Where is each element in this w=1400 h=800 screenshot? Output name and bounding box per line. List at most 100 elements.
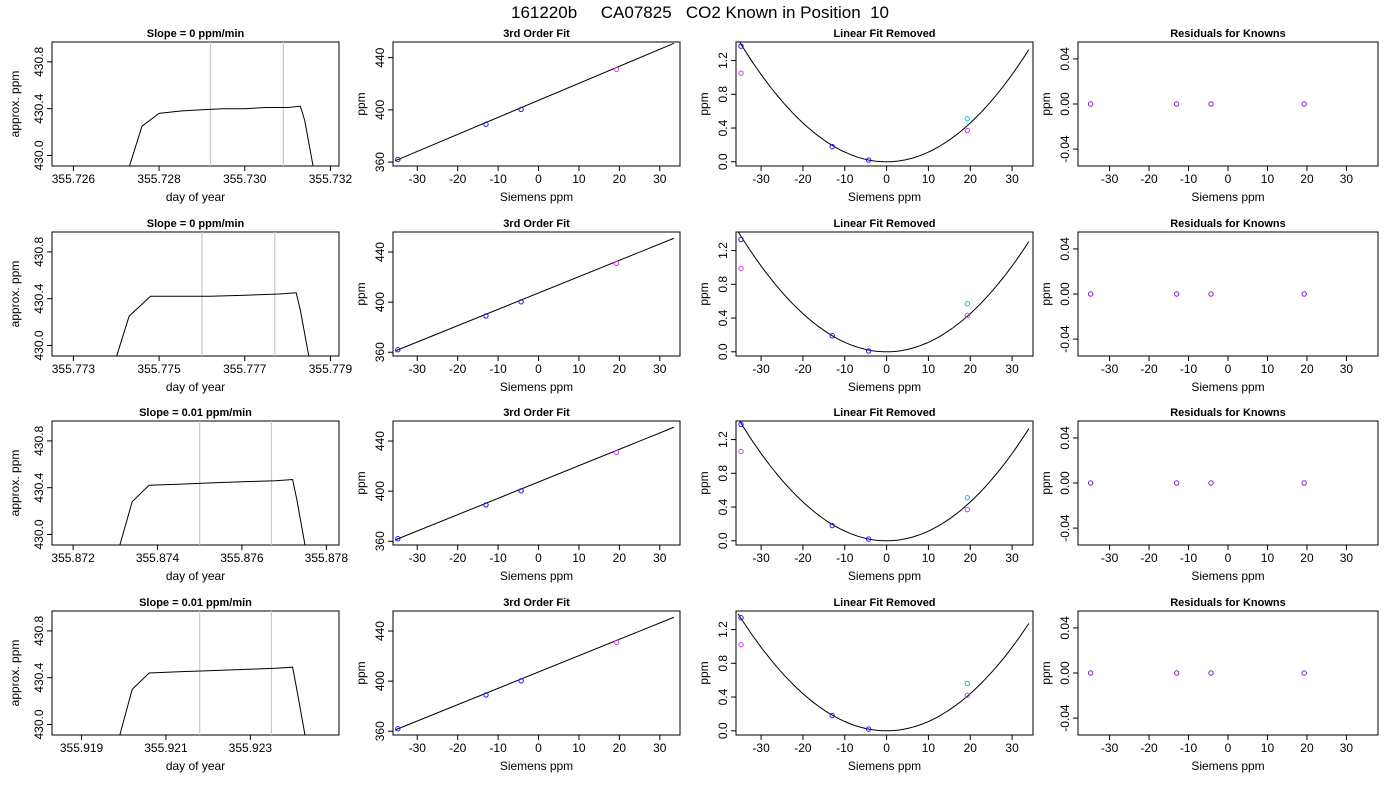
x-tick-label: 10 [922, 172, 936, 186]
x-tick-label: -10 [489, 551, 507, 565]
concentration-trace [128, 105, 314, 166]
plot-frame [51, 231, 340, 357]
plot-frame [392, 610, 681, 736]
y-axis-label: ppm [354, 661, 368, 684]
y-axis-label: ppm [697, 471, 711, 494]
y-tick-label: 1.2 [716, 52, 730, 69]
y-tick-label: 1.2 [716, 621, 730, 638]
y-tick-label: 0.8 [716, 276, 730, 293]
x-axis-label: Siemens ppm [500, 380, 573, 394]
data-point [1173, 291, 1180, 297]
x-tick-label: -10 [1180, 741, 1198, 755]
data-point [1087, 670, 1094, 676]
panel-title: Residuals for Knowns [1170, 407, 1286, 419]
y-axis-label: ppm [697, 661, 711, 684]
panel-title: Slope = 0.01 ppm/min [139, 407, 252, 419]
y-tick-label: 360 [373, 721, 387, 741]
y-tick-label: 0.4 [716, 688, 730, 705]
data-point [483, 313, 489, 319]
concentration-trace [119, 666, 306, 735]
y-axis-label: ppm [697, 92, 711, 115]
y-tick-label: 0.4 [716, 498, 730, 515]
plot-area [116, 232, 310, 356]
plot-frame [392, 231, 681, 357]
plot-area [394, 616, 675, 732]
data-point [738, 43, 744, 49]
y-tick-label: 400 [373, 292, 387, 312]
y-axis-label: ppm [354, 282, 368, 305]
data-point [1087, 480, 1094, 486]
x-tick-label: 30 [653, 741, 667, 755]
y-axis-label: approx. ppm [8, 71, 22, 138]
plot-area [1087, 291, 1307, 297]
y-tick-label: 1.2 [716, 242, 730, 259]
x-tick-label: 355.726 [52, 172, 96, 186]
x-tick-label: -20 [794, 362, 812, 376]
y-tick-label: 430.0 [32, 519, 46, 549]
y-tick-label: 440 [373, 621, 387, 641]
x-tick-label: 0 [1225, 172, 1232, 186]
data-point [964, 312, 971, 319]
y-axis-label: approx. ppm [8, 261, 22, 328]
x-tick-label: -20 [449, 172, 467, 186]
x-tick-label: -20 [1140, 741, 1158, 755]
x-tick-label: -10 [836, 172, 854, 186]
x-tick-label: -10 [836, 362, 854, 376]
data-point [518, 488, 524, 494]
x-tick-label: 355.919 [60, 741, 104, 755]
panel-resid-4: Residuals for Knowns -30 -20 -10 0 10 20 30 -0.0… [1039, 597, 1379, 773]
x-tick-label: -10 [489, 172, 507, 186]
x-tick-label: 0 [535, 741, 542, 755]
plot-area [1087, 101, 1307, 107]
plot-area [738, 421, 1030, 542]
x-tick-label: 20 [1300, 741, 1314, 755]
x-tick-label: 20 [1300, 362, 1314, 376]
data-point [1208, 291, 1214, 297]
plot-area [394, 426, 675, 542]
panel-fit-1: 3rd Order Fit -30 -20 -10 0 10 20 30 360 400 440 Si… [354, 28, 681, 204]
x-tick-label: 10 [572, 172, 586, 186]
panel-title: 3rd Order Fit [503, 407, 570, 419]
fit-line [394, 237, 675, 352]
data-point [483, 502, 489, 508]
data-point [1173, 480, 1180, 486]
x-tick-label: -10 [1180, 172, 1198, 186]
panel-title: 3rd Order Fit [503, 28, 570, 40]
x-tick-label: 355.874 [136, 551, 180, 565]
data-point [1173, 670, 1180, 676]
y-axis-label: approx. ppm [8, 450, 22, 517]
x-tick-label: 20 [613, 741, 627, 755]
residual-curve [737, 232, 1030, 353]
x-tick-label: 355.878 [305, 551, 349, 565]
data-point [964, 680, 971, 687]
y-tick-label: 400 [373, 100, 387, 120]
x-tick-label: 355.773 [52, 362, 96, 376]
y-tick-label: 430.0 [32, 140, 46, 170]
y-tick-label: 0.04 [1058, 616, 1072, 640]
x-tick-label: -30 [409, 741, 427, 755]
x-tick-label: 10 [922, 551, 936, 565]
data-point [1087, 291, 1094, 297]
x-tick-label: 0 [883, 362, 890, 376]
x-tick-label: -30 [752, 551, 770, 565]
x-tick-label: 30 [1340, 362, 1354, 376]
x-tick-label: 10 [1261, 741, 1275, 755]
data-point [518, 299, 524, 305]
y-tick-label: 440 [373, 47, 387, 67]
data-point [964, 506, 971, 513]
panel-title: Residuals for Knowns [1170, 218, 1286, 230]
plot-area [1087, 670, 1307, 676]
data-point [1301, 480, 1307, 486]
panel-resid-2: Residuals for Knowns -30 -20 -10 0 10 20 30 -0.0… [1039, 218, 1379, 394]
data-point [1208, 670, 1214, 676]
panel-curve-3: Linear Fit Removed -30 -20 -10 0 10 20 30 0.0 0.4… [697, 407, 1034, 583]
x-tick-label: -20 [794, 551, 812, 565]
y-tick-label: 0.0 [716, 532, 730, 549]
y-tick-label: 430.8 [32, 616, 46, 646]
plot-area [394, 42, 675, 163]
data-point [829, 333, 835, 339]
plot-frame [735, 420, 1034, 546]
panel-trace-1: Slope = 0 ppm/min 355.726 355.728 355.730 35… [8, 28, 352, 204]
y-tick-label: 400 [373, 671, 387, 691]
